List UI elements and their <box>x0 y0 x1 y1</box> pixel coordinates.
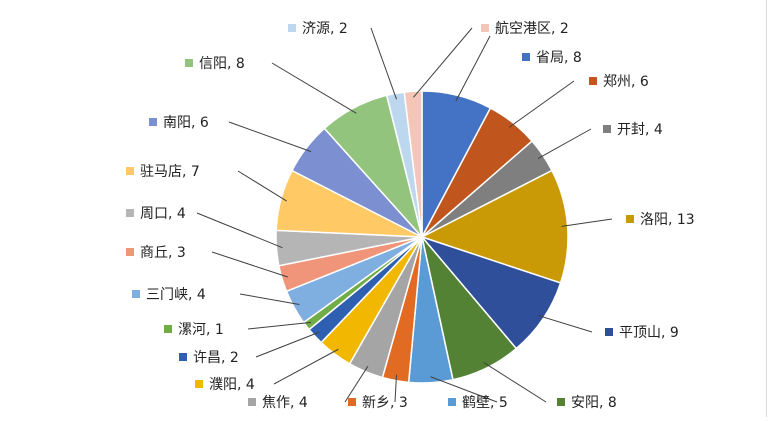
label-marker <box>149 118 157 126</box>
data-label: 省局, 8 <box>536 50 582 66</box>
label-marker <box>132 290 140 298</box>
data-label: 济源, 2 <box>302 21 348 37</box>
label-marker <box>248 398 256 406</box>
data-label: 航空港区, 2 <box>495 21 569 37</box>
leader-line <box>237 170 287 202</box>
label-marker <box>126 167 134 175</box>
leader-line <box>196 212 283 249</box>
data-label: 南阳, 6 <box>163 115 209 131</box>
label-marker <box>348 398 356 406</box>
data-label: 洛阳, 13 <box>640 212 695 228</box>
label-marker <box>605 328 613 336</box>
leader-line <box>537 128 592 159</box>
data-label: 鹤壁, 5 <box>462 395 508 411</box>
label-marker <box>195 380 203 388</box>
leader-line <box>430 376 498 403</box>
leader-line <box>255 331 320 358</box>
leader-line <box>483 362 547 403</box>
leader-line <box>455 35 491 102</box>
leader-line <box>239 293 300 306</box>
label-marker <box>522 53 530 61</box>
data-label: 濮阳, 4 <box>209 377 255 393</box>
data-label: 平顶山, 9 <box>619 325 679 341</box>
leader-line <box>211 251 288 278</box>
data-label: 安阳, 8 <box>571 395 617 411</box>
label-marker <box>126 248 134 256</box>
leader-line <box>247 321 312 330</box>
data-label: 商丘, 3 <box>140 245 186 261</box>
data-label: 周口, 4 <box>140 206 186 222</box>
leader-line <box>413 27 473 98</box>
label-marker <box>185 59 193 67</box>
leader-line <box>508 80 575 128</box>
label-marker <box>481 24 489 32</box>
label-marker <box>557 398 565 406</box>
leader-line <box>344 365 369 403</box>
label-marker <box>126 209 134 217</box>
data-label: 焦作, 4 <box>262 395 308 411</box>
leader-line <box>271 62 357 114</box>
label-marker <box>448 398 456 406</box>
leader-line <box>228 121 312 153</box>
leader-line <box>370 27 397 100</box>
label-marker <box>179 353 187 361</box>
data-label: 三门峡, 4 <box>146 287 206 303</box>
data-label: 驻马店, 7 <box>140 164 200 180</box>
label-marker <box>626 215 634 223</box>
label-marker <box>603 125 611 133</box>
data-label: 新乡, 3 <box>362 395 408 411</box>
data-label: 郑州, 6 <box>603 74 649 90</box>
data-label: 信阳, 8 <box>199 56 245 72</box>
label-marker <box>288 24 296 32</box>
label-marker <box>164 325 172 333</box>
leader-lines <box>196 27 613 403</box>
data-label: 漯河, 1 <box>178 322 224 338</box>
data-label: 许昌, 2 <box>193 350 239 366</box>
leader-line <box>394 374 398 403</box>
pie-slice <box>403 90 423 238</box>
leader-line <box>561 218 613 227</box>
leader-line <box>273 348 339 385</box>
leader-line <box>537 314 593 333</box>
label-marker <box>589 77 597 85</box>
data-labels: 省局, 8 郑州, 6 开封, 4 洛阳, 13 平顶山, 9 安阳, 8 鹤壁, 5 新乡,… <box>126 21 695 411</box>
pie-slices <box>275 90 569 384</box>
data-label: 开封, 4 <box>617 122 663 138</box>
